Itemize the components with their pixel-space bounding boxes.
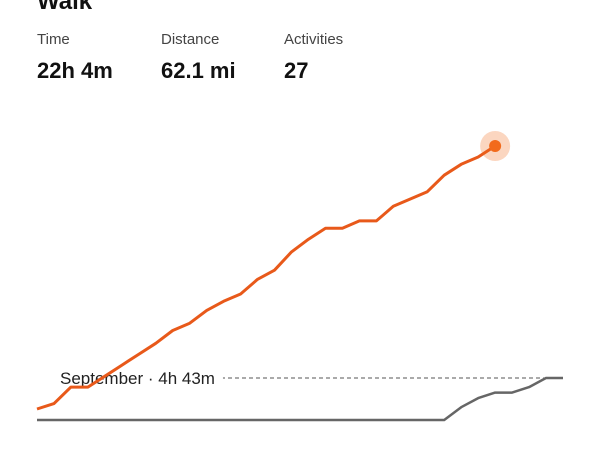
current-point-marker[interactable]: [489, 140, 502, 152]
stat-activities: Activities 27: [284, 30, 404, 85]
stat-activities-value: 27: [284, 58, 309, 83]
stat-distance: Distance 62.1 mi: [161, 30, 284, 85]
page-title: Walk: [37, 0, 93, 15]
stat-time-value: 22h 4m: [37, 58, 113, 83]
current-period-line: [36, 144, 496, 411]
previous-period-line: [37, 376, 563, 422]
reference-label: September · 4h 43m: [60, 369, 215, 388]
stat-distance-label: Distance: [161, 31, 220, 48]
stat-time-label: Time: [37, 31, 70, 48]
reference-label-bg: [56, 366, 223, 390]
stat-time: Time 22h 4m: [37, 30, 161, 85]
stat-activities-label: Activities: [284, 31, 344, 48]
stats-row: Time 22h 4m Distance 62.1 mi Activities …: [37, 30, 404, 85]
stat-distance-value: 62.1 mi: [161, 58, 236, 83]
